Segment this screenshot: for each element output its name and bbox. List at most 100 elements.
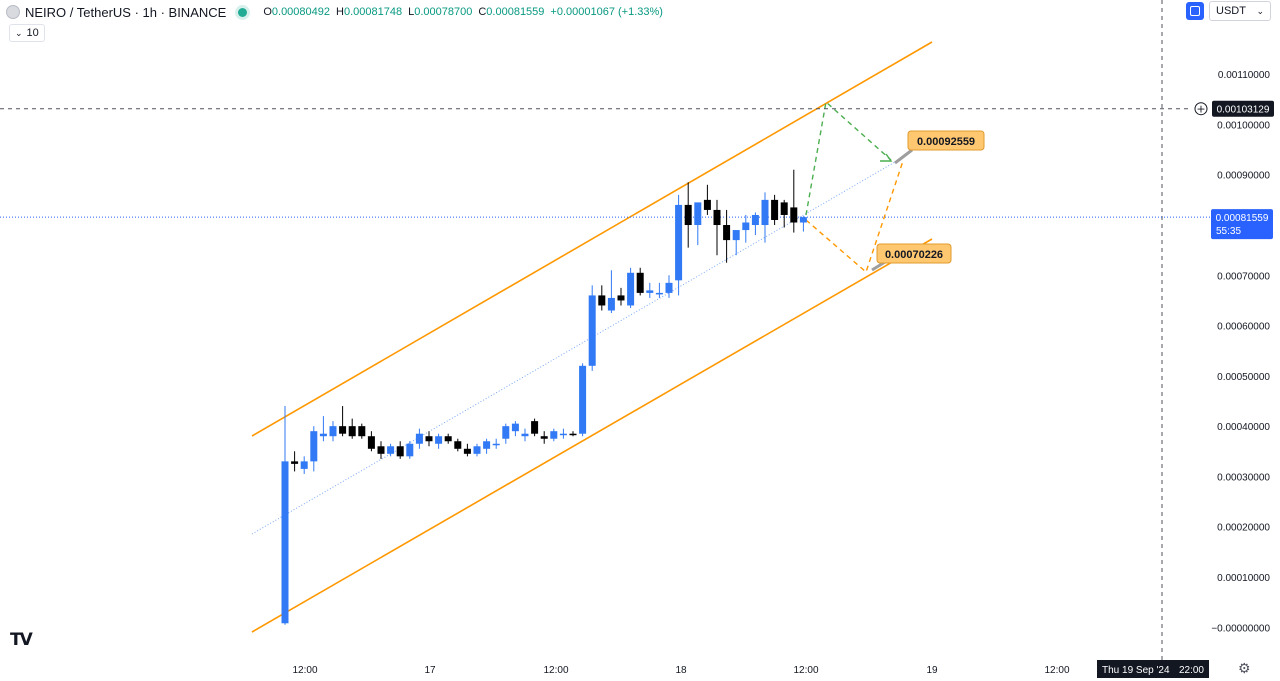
candle-body: [531, 421, 539, 434]
overlay-layer: 0.00092559 0.00070226: [871, 130, 985, 272]
candle-body: [348, 426, 356, 437]
axes-layer: 0.00110000 0.00100000 0.00090000 0.00070000…: [292, 70, 1274, 678]
candle: [665, 275, 673, 298]
candle: [463, 443, 471, 457]
candle: [483, 438, 491, 454]
candle: [559, 428, 567, 439]
currency-select[interactable]: USDT ⌄: [1209, 1, 1271, 21]
price-tick-label: 0.00090000: [1217, 171, 1270, 182]
candle-body: [281, 461, 289, 624]
symbol-title[interactable]: NEIRO / TetherUS · 1h · BINANCE: [25, 4, 227, 20]
candle-body: [473, 446, 481, 454]
price-tick-label: 0.00020000: [1217, 523, 1270, 534]
candle: [703, 184, 711, 215]
fullscreen-icon[interactable]: [1186, 2, 1204, 20]
candle-body: [300, 461, 308, 469]
candle-body: [377, 446, 385, 454]
candle: [694, 202, 702, 246]
candle: [636, 267, 644, 296]
candle: [396, 441, 404, 459]
candle: [377, 441, 385, 459]
candle-body: [492, 443, 500, 446]
candle-body: [406, 443, 414, 457]
candle-body: [598, 295, 606, 306]
price-tick-label: 0.00110000: [1218, 70, 1271, 81]
candle: [444, 433, 452, 444]
candle-body: [463, 448, 471, 454]
ohlc-item: +0.00001067 (+1.33%): [550, 6, 663, 18]
candle-body: [780, 202, 788, 215]
support-price-label-box: [876, 243, 952, 264]
candle-body: [636, 272, 644, 293]
candle: [588, 285, 596, 371]
candle: [358, 423, 366, 439]
ohlc-key: H: [336, 6, 344, 18]
time-tick-label: 12:00: [543, 665, 568, 676]
bearish-path: [805, 160, 904, 274]
candle-body: [579, 365, 587, 434]
candle: [511, 421, 519, 437]
candle: [531, 418, 539, 437]
candle: [569, 431, 577, 437]
ohlc-value: +0.00001067 (+1.33%): [550, 6, 663, 18]
candle-body: [646, 290, 654, 293]
candle: [790, 169, 798, 233]
candle-body: [713, 209, 721, 226]
candle: [319, 416, 327, 442]
ohlc-value: 0.00081748: [343, 6, 403, 18]
candle: [310, 426, 318, 472]
candle: [655, 282, 663, 298]
candle-body: [617, 295, 625, 301]
crosshair-price-badge: [1212, 100, 1274, 117]
candle-body: [339, 426, 347, 434]
gear-icon[interactable]: ⚙: [1238, 660, 1251, 676]
volume-toggle-value: 10: [26, 27, 39, 39]
candle-body: [291, 461, 299, 464]
time-tick-label: 18: [675, 665, 687, 676]
ohlc-item: L0.00078700: [408, 6, 472, 18]
candle: [473, 443, 481, 457]
candle-body: [454, 441, 462, 449]
candle: [454, 438, 462, 452]
time-tick-label: 19: [926, 665, 938, 676]
candle: [607, 270, 615, 314]
candle: [300, 456, 308, 474]
candle-body: [540, 436, 548, 439]
tradingview-logo-icon[interactable]: TV: [10, 630, 33, 650]
channel-upper-line: [251, 41, 933, 437]
symbol-logo-icon: [6, 5, 20, 19]
candle-body: [387, 446, 395, 454]
candle: [281, 406, 289, 625]
candle-body: [367, 436, 375, 449]
candle-body: [415, 433, 423, 444]
candle: [675, 194, 683, 296]
time-tick-label: 12:00: [793, 665, 818, 676]
candle-body: [694, 202, 702, 226]
candle: [761, 192, 769, 243]
candles-layer: [0, 108, 1210, 625]
drawings-layer[interactable]: [251, 41, 933, 633]
price-tick-label: 0.00070000: [1217, 271, 1270, 282]
candle-body: [310, 431, 318, 462]
candle-body: [675, 204, 683, 281]
candle: [425, 431, 433, 447]
candle-body: [444, 436, 452, 442]
candle: [646, 282, 654, 298]
candle-body: [425, 436, 433, 442]
add-alert-icon: [1194, 102, 1208, 116]
chevron-down-icon: ⌄: [15, 27, 23, 38]
countdown-text: 55:35: [1216, 226, 1241, 237]
candle-body: [703, 199, 711, 210]
candle-body: [329, 426, 337, 437]
candle-body: [742, 222, 750, 231]
candle-body: [483, 441, 491, 449]
candle: [502, 423, 510, 444]
candle-body: [588, 295, 596, 366]
channel-midline: [251, 157, 903, 535]
candle: [579, 363, 587, 437]
price-tick-label: 0.00060000: [1217, 322, 1270, 333]
candle-body: [665, 282, 673, 293]
price-tick-label: 0.00030000: [1217, 472, 1270, 483]
volume-toggle[interactable]: ⌄ 10: [9, 24, 45, 42]
